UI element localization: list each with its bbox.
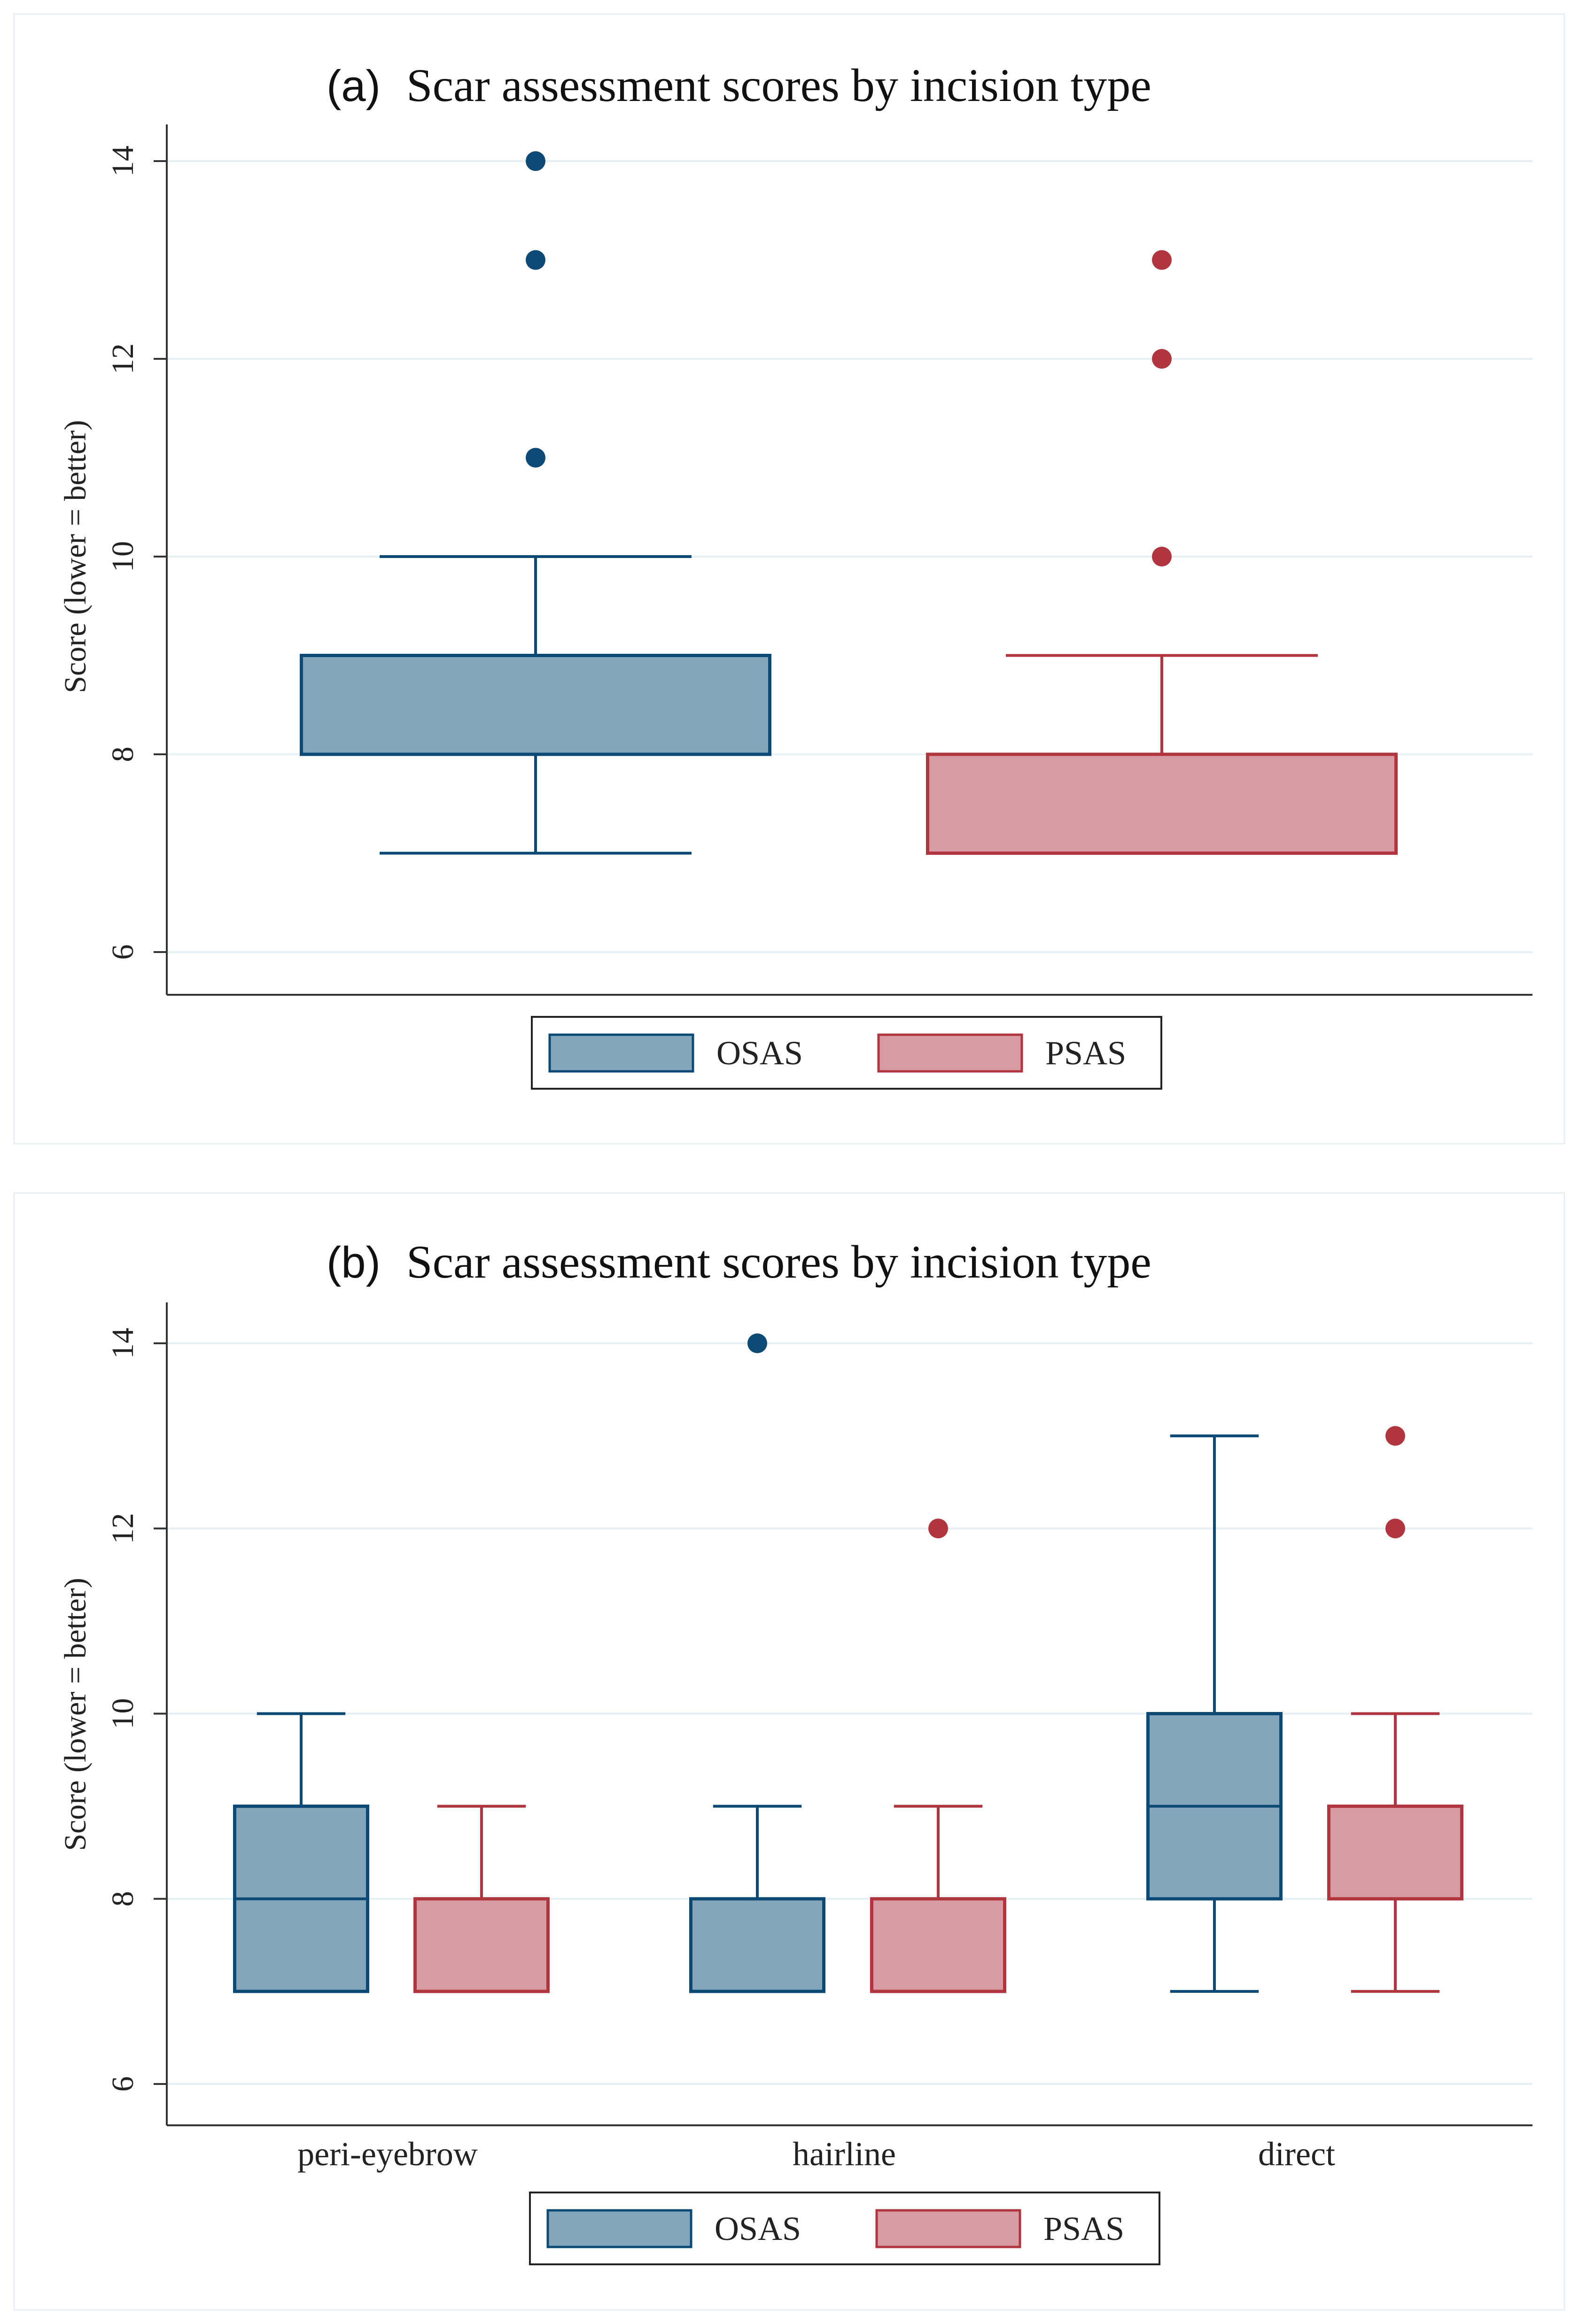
panel-a-legend-label-psas: PSAS <box>1045 1034 1126 1072</box>
box-a-psas-all-iqr <box>926 752 1398 855</box>
box-a-osas-all-iqr <box>300 654 771 756</box>
y-tick-label-14: 14 <box>106 1328 140 1359</box>
x-tick-label-direct: direct <box>1258 2135 1335 2173</box>
panel-a-legend-label-osas: OSAS <box>716 1034 803 1072</box>
box-b-osas-direct <box>1146 1434 1283 1993</box>
panel-b-legend-label-psas: PSAS <box>1043 2210 1124 2247</box>
panel-b-background <box>13 1192 1565 2311</box>
panel-a: (a) Scar assessment scores by incision t… <box>13 13 1565 1145</box>
y-tick-label-14: 14 <box>106 146 140 177</box>
box-b-psas-peri-eyebrow <box>413 1805 550 1993</box>
panel-a-title: Scar assessment scores by incision type <box>406 59 1151 111</box>
panel-a-boxes <box>300 151 1398 855</box>
box-b-psas-direct <box>1327 1426 1463 1993</box>
box-b-psas-hairline-outlier-12 <box>928 1518 948 1539</box>
panel-a-axes: 6 8 10 12 14 <box>106 124 1532 996</box>
panel-a-legend-swatch-psas <box>877 1033 1023 1073</box>
panel-b-tag: (b) <box>327 1238 381 1287</box>
box-a-psas-all-outlier-12 <box>1152 349 1172 369</box>
panel-b-legend: OSAS PSAS <box>529 2192 1160 2265</box>
y-tick-label-12: 12 <box>106 1513 140 1544</box>
box-b-osas-hairline-outlier-14 <box>747 1333 767 1353</box>
panel-a-tag: (a) <box>327 61 381 110</box>
panel-a-legend-swatch-osas <box>548 1033 694 1073</box>
y-tick-label-10: 10 <box>106 541 140 572</box>
panel-b-title: Scar assessment scores by incision type <box>406 1236 1151 1288</box>
x-tick-label-hairline: hairline <box>793 2135 896 2173</box>
panel-b-legend-swatch-osas <box>546 2209 692 2248</box>
box-a-psas-all-outlier-10 <box>1152 547 1172 566</box>
panel-a-legend: OSAS PSAS <box>531 1016 1162 1090</box>
y-tick-label-6: 6 <box>106 945 140 960</box>
box-b-psas-hairline <box>870 1518 1006 1993</box>
box-b-osas-hairline <box>689 1333 825 1993</box>
panel-b-grid <box>167 1342 1532 2085</box>
box-a-psas-all <box>926 250 1398 855</box>
box-a-osas-all <box>300 151 771 855</box>
box-b-psas-direct-outlier-12 <box>1385 1518 1405 1539</box>
y-tick-label-12: 12 <box>106 343 140 374</box>
box-a-osas-all-outlier-14 <box>526 151 545 171</box>
panel-a-y-axis-label: Score (lower = better) <box>58 420 93 693</box>
x-tick-label-peri-eyebrow: peri-eyebrow <box>297 2135 478 2173</box>
panel-b-legend-label-osas: OSAS <box>715 2210 801 2247</box>
panel-b-legend-swatch-psas <box>875 2209 1021 2248</box>
y-tick-label-10: 10 <box>106 1698 140 1729</box>
box-b-psas-hairline-iqr <box>870 1897 1006 1993</box>
box-b-psas-direct-iqr <box>1327 1805 1463 1901</box>
panel-b-y-axis-label: Score (lower = better) <box>58 1578 93 1851</box>
panel-b: (b) Scar assessment scores by incision t… <box>13 1192 1565 2311</box>
box-a-osas-all-outlier-13 <box>526 250 545 270</box>
y-tick-label-8: 8 <box>106 1891 140 1906</box>
panel-b-boxes <box>233 1333 1463 1993</box>
box-b-osas-peri-eyebrow <box>233 1712 369 1993</box>
panel-a-background <box>13 13 1565 1145</box>
box-b-osas-hairline-iqr <box>689 1897 825 1993</box>
panel-b-axes: 6 8 10 12 14 <box>106 1302 1532 2126</box>
y-tick-label-8: 8 <box>106 747 140 762</box>
box-a-psas-all-outlier-13 <box>1152 250 1172 270</box>
box-b-psas-peri-eyebrow-iqr <box>413 1897 550 1993</box>
box-a-osas-all-outlier-11 <box>526 448 545 468</box>
box-b-psas-direct-outlier-13 <box>1385 1426 1405 1446</box>
y-tick-label-6: 6 <box>106 2076 140 2092</box>
